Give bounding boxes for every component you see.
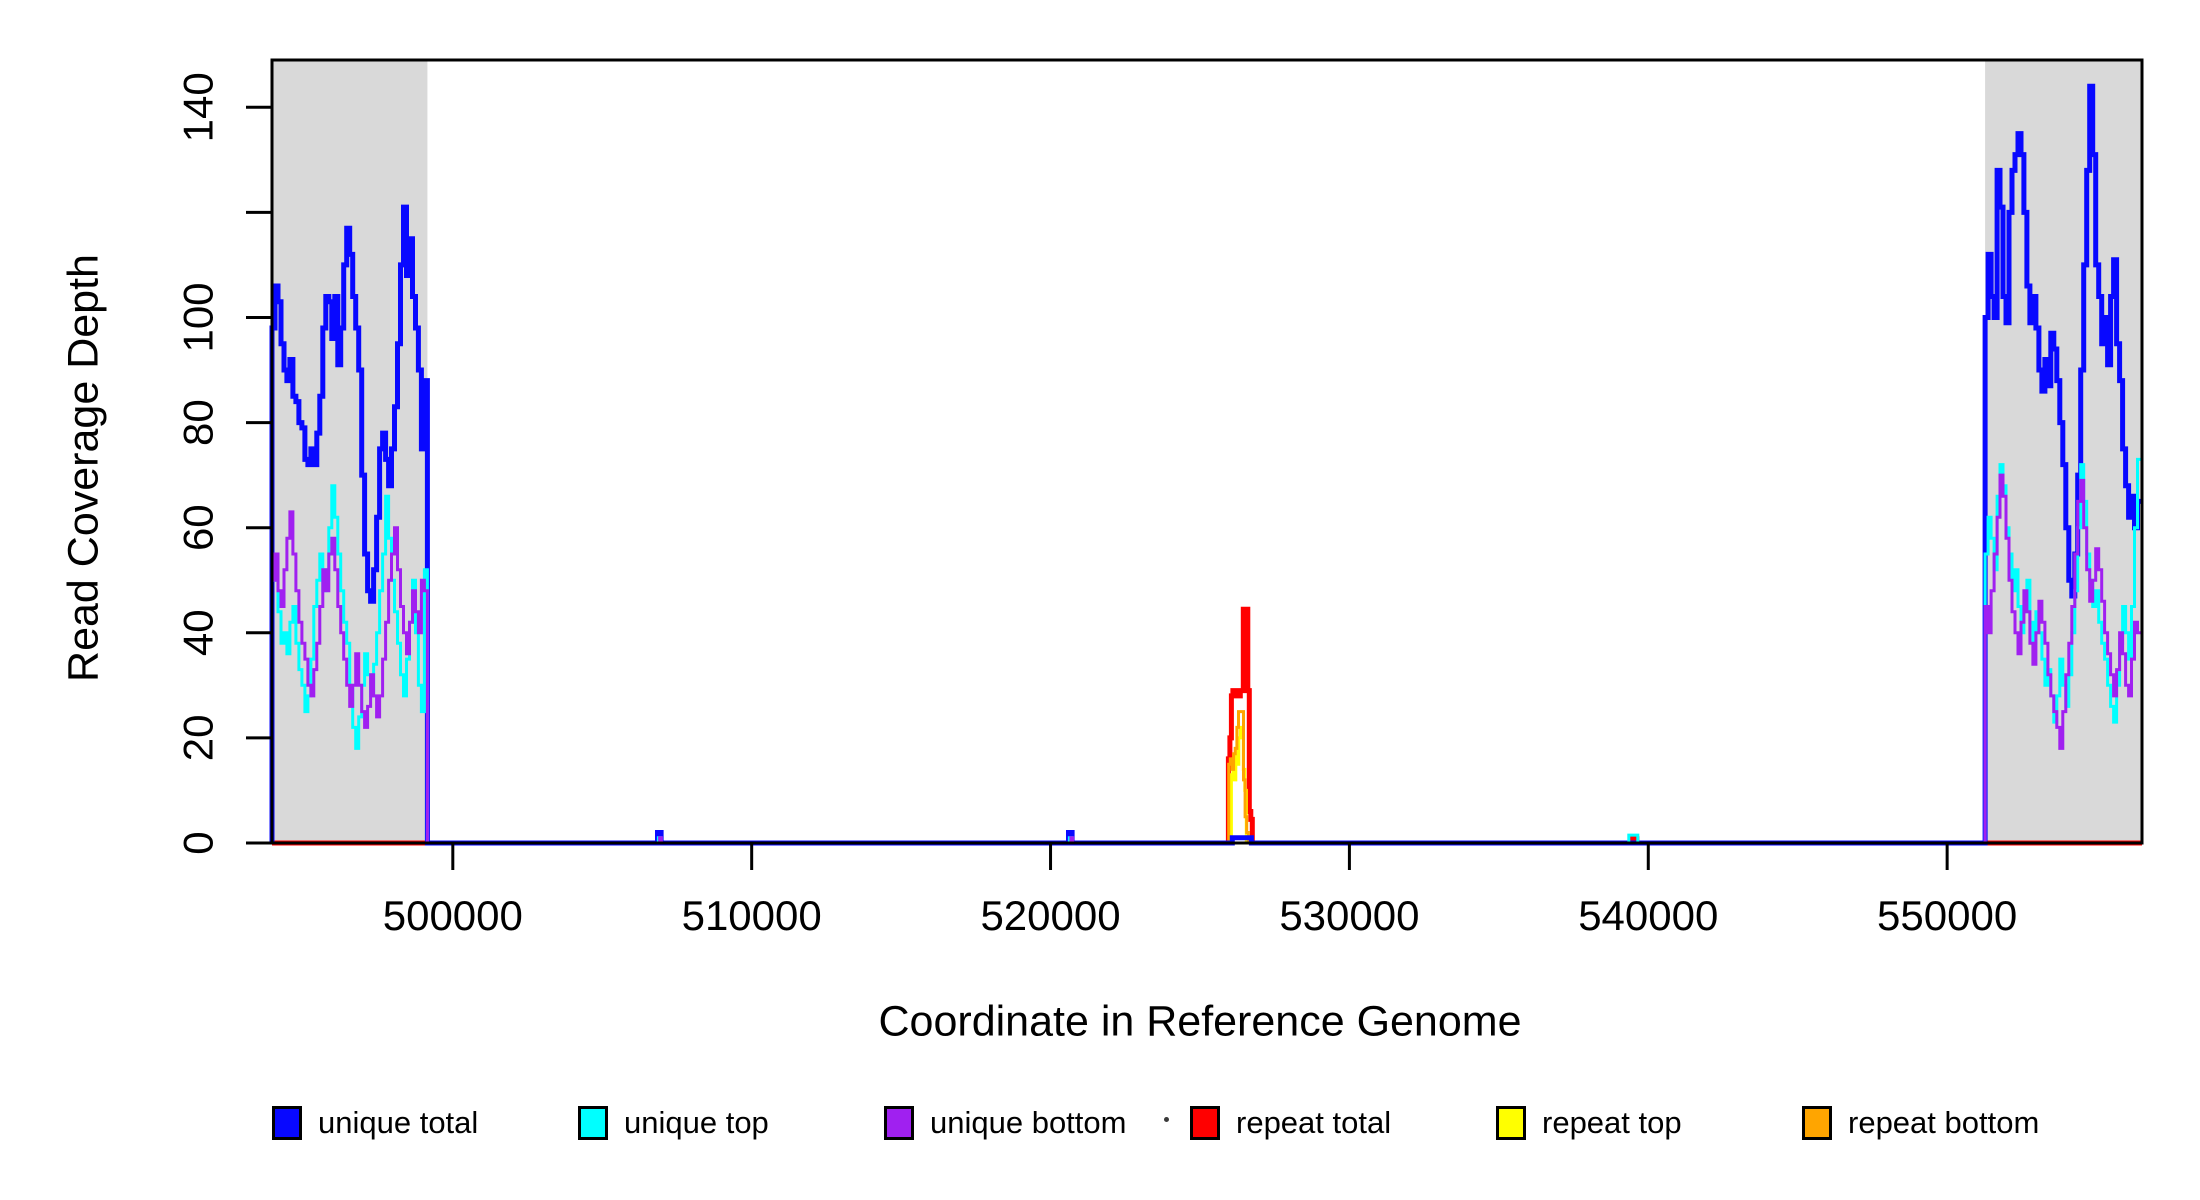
series-unique-top [270, 457, 2142, 845]
x-tick-label: 540000 [1578, 892, 1718, 939]
legend-swatch-repeat-top [1496, 1106, 1526, 1140]
x-tick-label: 550000 [1877, 892, 2017, 939]
legend-item-repeat-top: repeat top [1496, 1105, 1802, 1141]
y-tick-label: 20 [175, 715, 222, 762]
series-unique-bottom [270, 473, 2142, 845]
legend-item-unique-top: unique top [578, 1105, 884, 1141]
y-tick-label: 40 [175, 609, 222, 656]
legend-label: unique top [624, 1105, 769, 1140]
y-tick-label: 100 [175, 282, 222, 352]
y-axis-title: Read Coverage Depth [59, 254, 108, 682]
legend-swatch-unique-total [272, 1106, 302, 1140]
legend-label: repeat top [1542, 1105, 1682, 1140]
series-repeat-total [272, 606, 2142, 846]
legend-label: unique bottom [930, 1105, 1127, 1140]
legend-swatch-unique-top [578, 1106, 608, 1140]
y-tick-label: 0 [175, 831, 222, 854]
x-tick-label: 510000 [682, 892, 822, 939]
x-tick-label: 530000 [1279, 892, 1419, 939]
plot-border [270, 58, 2144, 845]
legend-swatch-unique-bottom [884, 1106, 914, 1140]
y-tick-label: 80 [175, 399, 222, 446]
stray-dot-artifact [1164, 1117, 1169, 1122]
series-unique-total [269, 83, 2142, 846]
series-repeat-top [272, 725, 2142, 845]
x-tick-label: 520000 [980, 892, 1120, 939]
legend-item-unique-bottom: unique bottom [884, 1105, 1190, 1141]
legend-item-unique-total: unique total [272, 1105, 578, 1141]
left-shaded-region [272, 60, 428, 843]
legend-item-repeat-total: repeat total [1190, 1105, 1496, 1141]
legend-swatch-repeat-bottom [1802, 1106, 1832, 1140]
x-axis-title: Coordinate in Reference Genome [878, 997, 1522, 1046]
legend-label: unique total [318, 1105, 479, 1140]
series-repeat-bottom [272, 710, 2142, 845]
legend-label: repeat bottom [1848, 1105, 2040, 1140]
y-tick-label: 140 [175, 72, 222, 142]
x-tick-label: 500000 [383, 892, 523, 939]
legend-label: repeat total [1236, 1105, 1392, 1140]
y-tick-label: 60 [175, 504, 222, 551]
legend-item-repeat-bottom: repeat bottom [1802, 1105, 2108, 1141]
legend: unique total unique top unique bottom repea… [272, 1100, 2108, 1146]
legend-swatch-repeat-total [1190, 1106, 1220, 1140]
